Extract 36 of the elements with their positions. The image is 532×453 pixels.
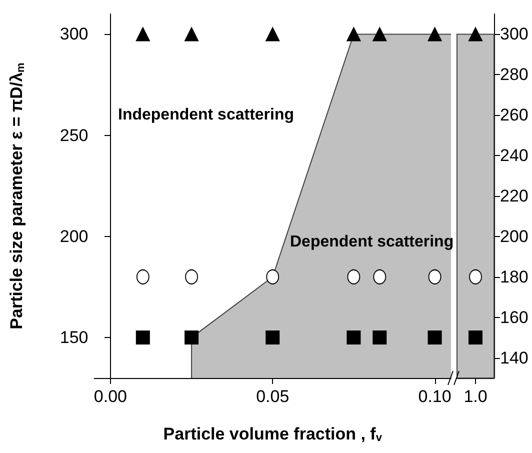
annotation: Dependent scattering (290, 234, 454, 250)
y2-tick-label: 300 (500, 24, 528, 44)
y-tick-label: 250 (60, 126, 88, 145)
point (347, 269, 360, 284)
point (136, 330, 150, 345)
y-axis-title: Particle size parameter ε = πD/λm (7, 62, 27, 330)
y-tick-label: 150 (60, 328, 88, 348)
point (184, 330, 199, 345)
y2-tick-label: 240 (500, 146, 528, 166)
x-tick-label: 0.10 (418, 387, 452, 406)
y2-tick-label: 160 (500, 308, 528, 327)
point (266, 269, 280, 284)
point (372, 27, 387, 42)
x-tick-label: 0.00 (94, 387, 128, 406)
y2-tick-label: 200 (500, 226, 528, 246)
x-tick-label: 0.05 (256, 387, 290, 406)
y-tick-label: 200 (60, 226, 88, 246)
point (428, 269, 442, 284)
y2-tick-label: 260 (500, 106, 528, 125)
y-tick-label: 300 (60, 24, 88, 44)
x-tick-label: 1.0 (464, 387, 488, 406)
y2-tick-label: 220 (500, 186, 528, 206)
point (373, 269, 386, 284)
point (346, 330, 361, 345)
point (428, 27, 442, 42)
point (184, 27, 199, 42)
point (136, 27, 150, 42)
point (372, 330, 387, 345)
point (428, 330, 442, 345)
y2-tick-label: 180 (500, 267, 528, 286)
point (266, 27, 280, 42)
point (346, 27, 361, 42)
annotation: Independent scattering (118, 106, 294, 124)
y2-tick-label: 280 (500, 65, 528, 84)
y2-tick-label: 140 (500, 348, 528, 368)
point (266, 330, 280, 345)
